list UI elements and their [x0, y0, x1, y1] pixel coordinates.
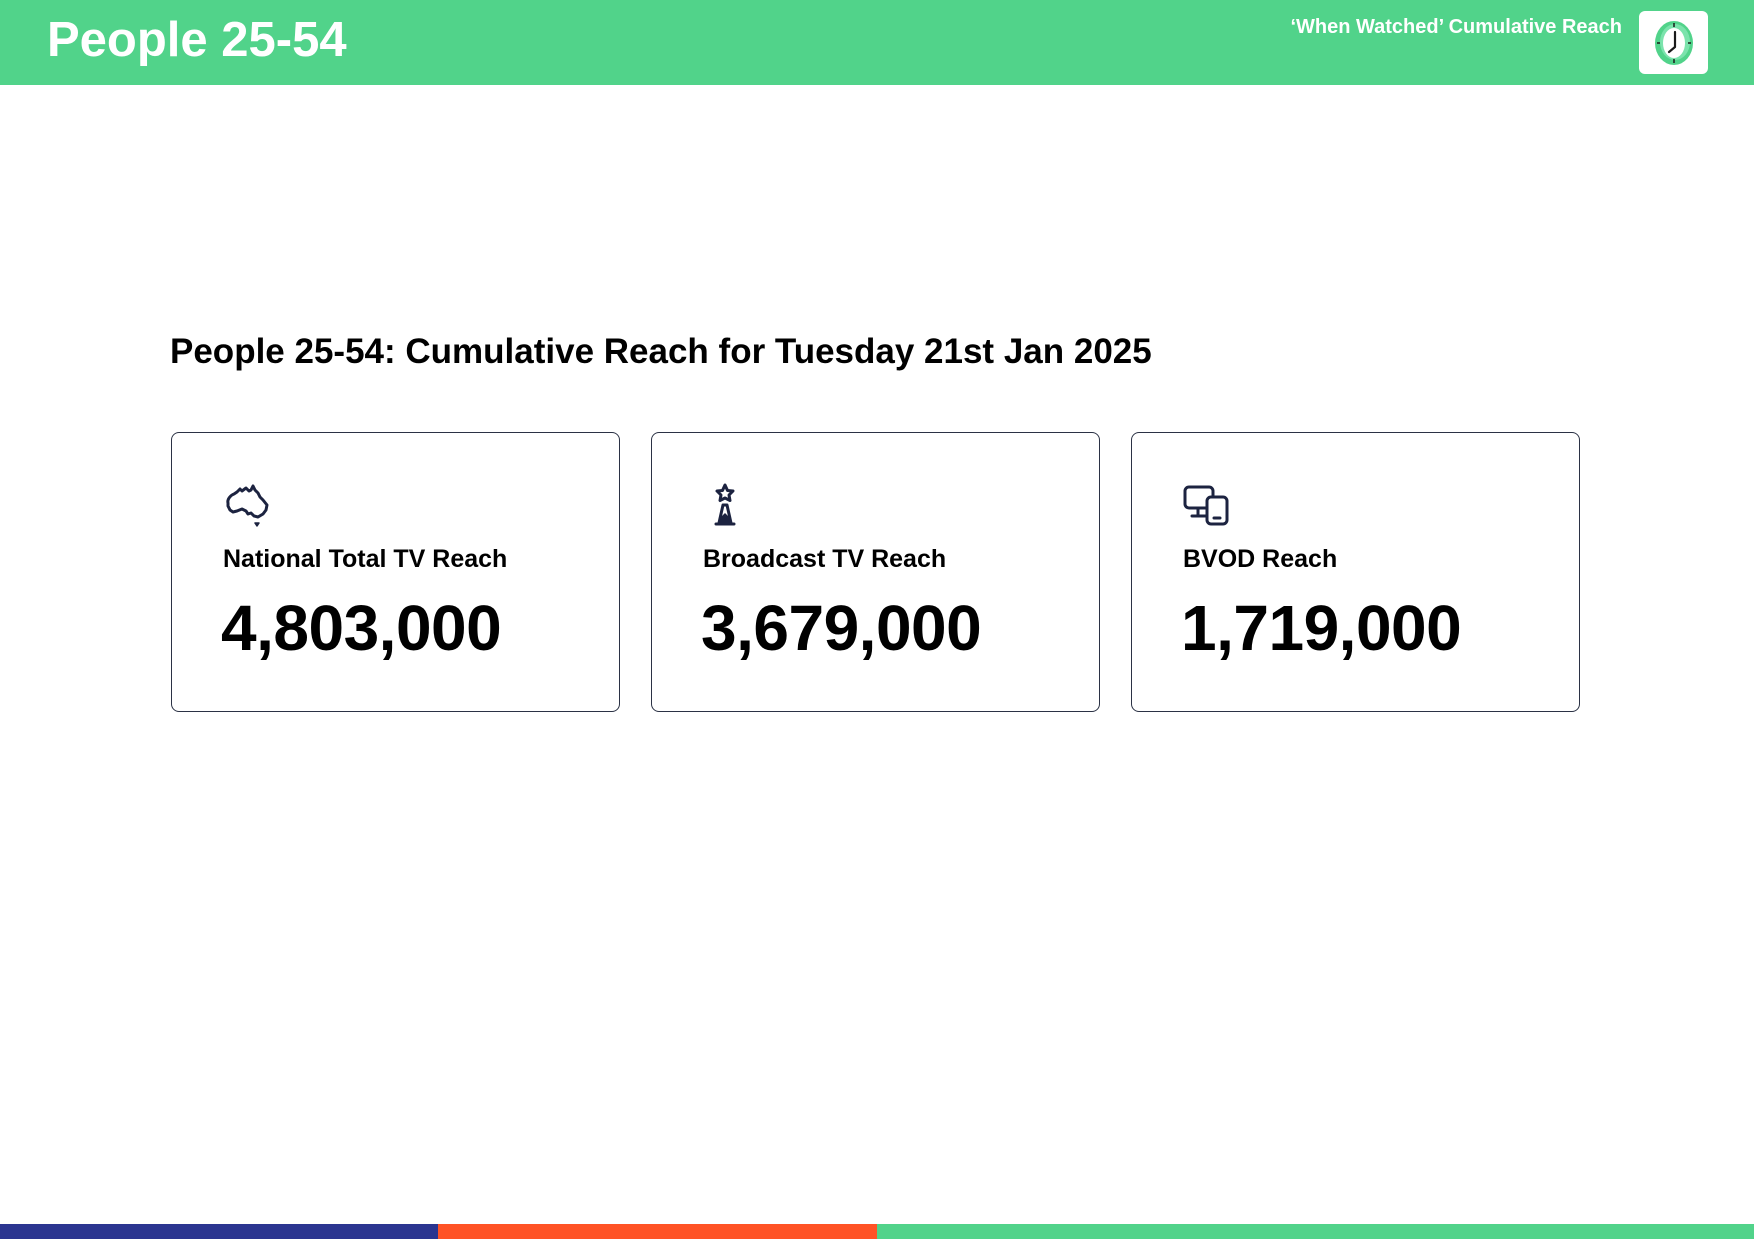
footer-segment-orange	[438, 1224, 877, 1239]
card-label: BVOD Reach	[1183, 545, 1338, 573]
australia-map-icon	[222, 483, 272, 531]
card-label: National Total TV Reach	[223, 545, 508, 573]
footer-segment-navy	[0, 1224, 438, 1239]
bvod-reach-card: BVOD Reach 1,719,000	[1131, 432, 1580, 712]
footer-color-bar	[0, 1224, 1754, 1239]
clock-badge	[1639, 11, 1708, 74]
broadcast-tv-reach-card: Broadcast TV Reach 3,679,000	[651, 432, 1100, 712]
footer-segment-green	[877, 1224, 1754, 1239]
devices-icon	[1182, 483, 1232, 531]
card-label: Broadcast TV Reach	[703, 545, 947, 573]
clock-icon	[1654, 20, 1693, 65]
card-value: 4,803,000	[221, 592, 502, 664]
header-bar: People 25-54 ‘When Watched’ Cumulative R…	[0, 0, 1754, 85]
national-total-tv-reach-card: National Total TV Reach 4,803,000	[171, 432, 620, 712]
report-subtitle: ‘When Watched’ Cumulative Reach	[1290, 16, 1622, 38]
page-title: People 25-54	[47, 13, 347, 67]
reach-heading: People 25-54: Cumulative Reach for Tuesd…	[170, 332, 1152, 371]
broadcast-tower-icon	[702, 483, 752, 531]
card-value: 1,719,000	[1181, 592, 1462, 664]
card-value: 3,679,000	[701, 592, 982, 664]
